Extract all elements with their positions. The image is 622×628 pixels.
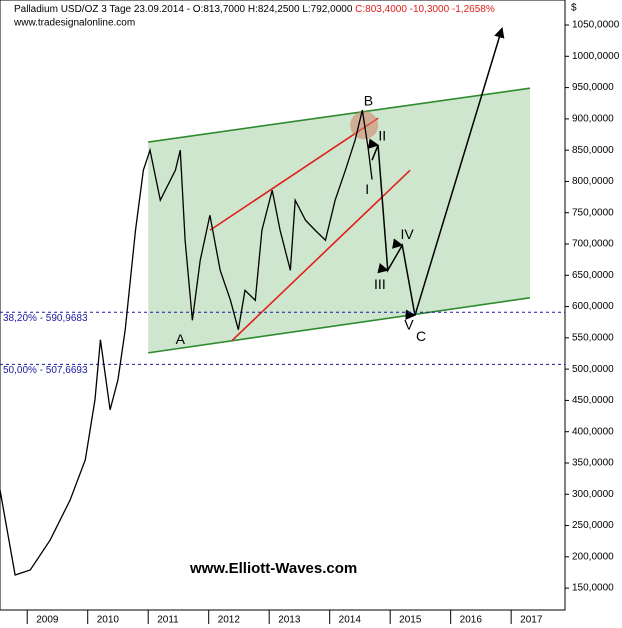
y-tick-label: 550,0000 [572,332,614,343]
y-tick-label: 200,0000 [572,551,614,562]
wave-label: V [404,317,414,333]
y-tick-label: 400,0000 [572,426,614,437]
watermark: www.Elliott-Waves.com [189,560,357,577]
x-tick-label: 2016 [460,615,483,626]
trend-line [209,117,379,231]
x-tick-label: 2010 [97,615,120,626]
wave-arrow [367,27,505,321]
y-tick-label: 950,0000 [572,82,614,93]
y-tick-label: 450,0000 [572,395,614,406]
x-tick-label: 2013 [278,615,301,626]
change-text: C:803,4000 -10,3000 -1,2658% [355,4,495,15]
price-line [0,109,373,576]
wave-label: IV [400,226,414,242]
y-tick-label: 350,0000 [572,458,614,469]
y-tick-label: 650,0000 [572,270,614,281]
chart-title: Palladium USD/OZ 3 Tage 23.09.2014 - O:8… [14,4,495,15]
y-tick-label: 1050,0000 [572,20,620,31]
wave-label: A [176,331,186,347]
level-label: 38,20% - 590,9683 [3,313,88,324]
x-tick-label: 2009 [36,615,59,626]
x-tick-label: 2015 [399,615,422,626]
y-tick-label: 500,0000 [572,364,614,375]
y-tick-label: 700,0000 [572,239,614,250]
wave-label: III [374,276,386,292]
x-tick-label: 2017 [520,615,543,626]
y-tick-label: 800,0000 [572,176,614,187]
y-tick-label: 850,0000 [572,145,614,156]
unit-label: $ [571,3,577,14]
y-tick-label: 300,0000 [572,489,614,500]
y-tick-label: 900,0000 [572,114,614,125]
x-tick-label: 2014 [339,615,362,626]
y-tick-label: 250,0000 [572,520,614,531]
wave-label: I [365,181,369,197]
title-text: Palladium USD/OZ 3 Tage 23.09.2014 - O:8… [14,4,353,15]
y-tick-label: 150,0000 [572,583,614,594]
x-tick-label: 2011 [157,615,179,626]
y-tick-label: 1000,0000 [572,51,620,62]
wave-label: C [416,328,426,344]
y-tick-label: 600,0000 [572,301,614,312]
level-label: 50,00% - 507,6693 [3,365,88,376]
wave-label: B [364,93,373,109]
y-tick-label: 750,0000 [572,207,614,218]
x-tick-label: 2012 [218,615,241,626]
source: www.tradesignalonline.com [13,18,135,29]
wave-label: II [378,128,386,144]
